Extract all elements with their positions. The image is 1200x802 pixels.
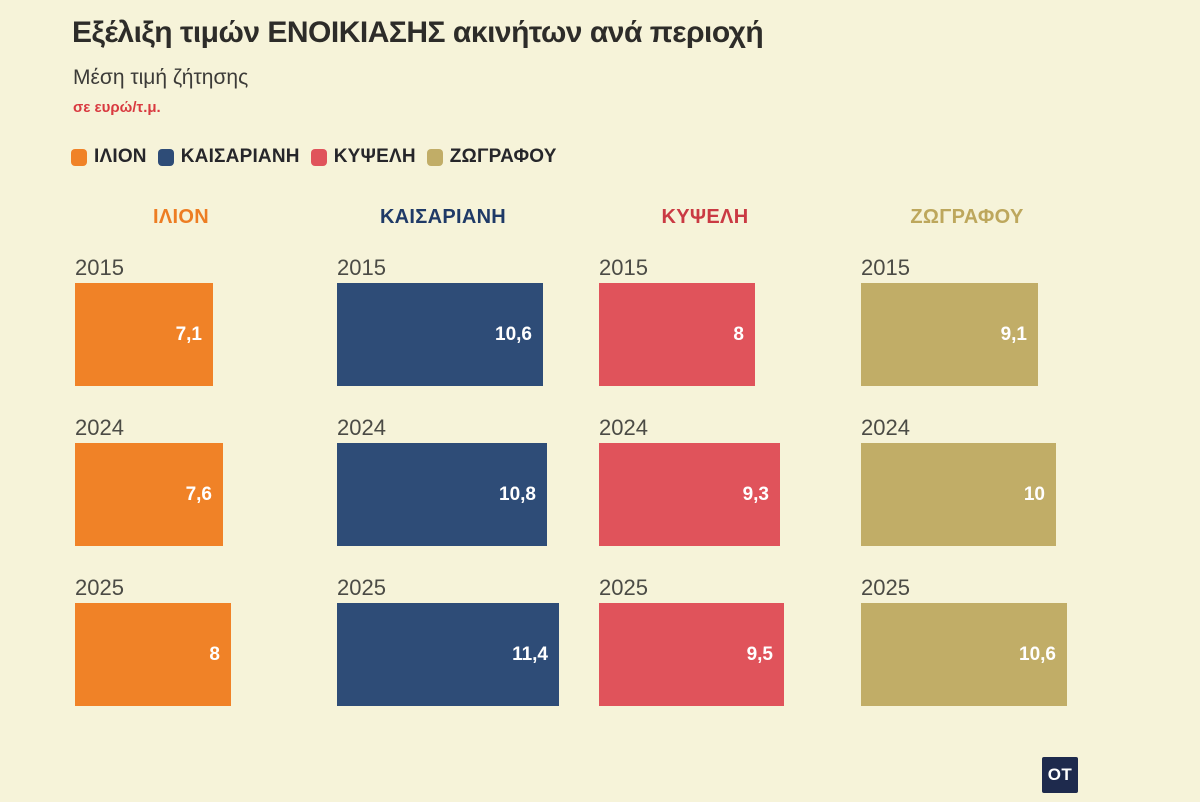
column-header: ΙΛΙΟΝ <box>153 206 209 228</box>
bar: 10,8 <box>337 443 547 546</box>
chart-subtitle: Μέση τιμή ζήτησης <box>73 66 249 89</box>
column-header: ΚΥΨΕΛΗ <box>661 206 749 228</box>
bar-value-label: 10 <box>1023 483 1045 505</box>
legend-swatch-icon <box>310 148 327 166</box>
chart-unit-label: σε ευρώ/τ.μ. <box>73 99 161 116</box>
legend-swatch-icon <box>71 148 87 166</box>
bar-value-label: 10,6 <box>1019 643 1056 665</box>
chart-grid: ΙΛΙΟΝ 2015 7,1 2024 7,6 2025 8 ΚΑΙΣΑΡΙΑΝΗ 2015 10… <box>75 206 1123 735</box>
chart-column-1: ΚΑΙΣΑΡΙΑΝΗ 2015 10,6 2024 10,8 2025 11,4 <box>337 206 599 735</box>
bar-group-2025: 2025 10,6 <box>861 575 1123 706</box>
year-label: 2025 <box>599 575 648 600</box>
year-label: 2024 <box>337 415 386 440</box>
bar: 7,1 <box>75 283 213 386</box>
legend-swatch-icon <box>157 148 174 166</box>
legend-item-0: ΙΛΙΟΝ <box>71 146 147 168</box>
bar: 9,3 <box>599 443 780 546</box>
bar-value-label: 9,1 <box>1000 323 1027 345</box>
bar-value-label: 9,5 <box>746 643 773 665</box>
year-label: 2025 <box>861 575 910 600</box>
legend-label: ΖΩΓΡΑΦΟΥ <box>449 146 557 167</box>
bar: 10 <box>861 443 1056 546</box>
bar: 10,6 <box>861 603 1067 706</box>
chart-column-2: ΚΥΨΕΛΗ 2015 8 2024 9,3 2025 9,5 <box>599 206 861 735</box>
bar-value-label: 7,6 <box>185 483 212 505</box>
year-label: 2025 <box>75 575 124 600</box>
ot-logo-text: OT <box>1047 765 1073 784</box>
column-header: ΖΩΓΡΑΦΟΥ <box>910 206 1024 228</box>
bar-group-2025: 2025 9,5 <box>599 575 861 706</box>
year-label: 2024 <box>861 415 910 440</box>
bar-value-label: 9,3 <box>742 483 769 505</box>
legend-label: ΚΥΨΕΛΗ <box>333 146 416 167</box>
bar-value-label: 10,8 <box>499 483 536 505</box>
bar-value-label: 10,6 <box>495 323 532 345</box>
year-label: 2015 <box>337 255 386 280</box>
year-label: 2015 <box>861 255 910 280</box>
bar: 10,6 <box>337 283 543 386</box>
bar-group-2015: 2015 7,1 <box>75 255 337 386</box>
bar-group-2015: 2015 8 <box>599 255 861 386</box>
legend: ΙΛΙΟΝ ΚΑΙΣΑΡΙΑΝΗ ΚΥΨΕΛΗ ΖΩΓΡΑΦΟΥ <box>71 146 557 168</box>
bar-group-2024: 2024 10,8 <box>337 415 599 546</box>
year-label: 2015 <box>75 255 124 280</box>
bar: 7,6 <box>75 443 223 546</box>
chart-column-0: ΙΛΙΟΝ 2015 7,1 2024 7,6 2025 8 <box>75 206 337 735</box>
year-label: 2024 <box>75 415 124 440</box>
bar: 9,1 <box>861 283 1038 386</box>
bar-group-2025: 2025 8 <box>75 575 337 706</box>
bar: 8 <box>75 603 231 706</box>
legend-item-1: ΚΑΙΣΑΡΙΑΝΗ <box>157 146 300 168</box>
year-label: 2025 <box>337 575 386 600</box>
legend-label: ΙΛΙΟΝ <box>94 146 147 167</box>
bar-value-label: 11,4 <box>512 643 548 665</box>
legend-item-3: ΖΩΓΡΑΦΟΥ <box>426 146 557 168</box>
bar-group-2024: 2024 10 <box>861 415 1123 546</box>
bar-group-2025: 2025 11,4 <box>337 575 599 706</box>
chart-title: Εξέλιξη τιμών ΕΝΟΙΚΙΑΣΗΣ ακινήτων ανά πε… <box>72 16 764 49</box>
chart-column-3: ΖΩΓΡΑΦΟΥ 2015 9,1 2024 10 2025 10,6 <box>861 206 1123 735</box>
bar-value-label: 8 <box>209 643 220 665</box>
bar-group-2015: 2015 10,6 <box>337 255 599 386</box>
bar-value-label: 7,1 <box>175 323 202 345</box>
year-label: 2015 <box>599 255 648 280</box>
year-label: 2024 <box>599 415 648 440</box>
bar-group-2024: 2024 7,6 <box>75 415 337 546</box>
bar-value-label: 8 <box>733 323 744 345</box>
bar: 9,5 <box>599 603 784 706</box>
bar-group-2015: 2015 9,1 <box>861 255 1123 386</box>
bar-group-2024: 2024 9,3 <box>599 415 861 546</box>
ot-logo: OT <box>1042 757 1078 793</box>
bar: 11,4 <box>337 603 559 706</box>
legend-item-2: ΚΥΨΕΛΗ <box>310 146 416 168</box>
legend-swatch-icon <box>426 148 443 166</box>
column-header: ΚΑΙΣΑΡΙΑΝΗ <box>379 206 507 228</box>
bar: 8 <box>599 283 755 386</box>
legend-label: ΚΑΙΣΑΡΙΑΝΗ <box>180 146 300 167</box>
